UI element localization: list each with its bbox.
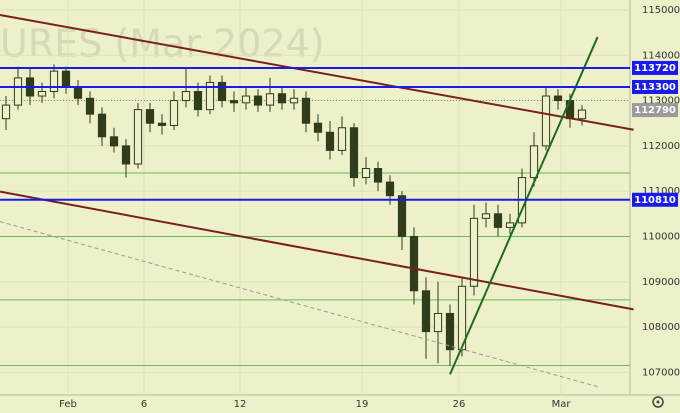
trendline xyxy=(0,190,634,311)
last-price-label: 112790 xyxy=(634,105,676,116)
candle-body xyxy=(121,145,131,165)
level-tag xyxy=(632,192,678,207)
candle-body xyxy=(481,213,491,219)
y-tick-label: 109000 xyxy=(642,277,680,288)
trendline xyxy=(449,36,599,375)
candle-body xyxy=(301,97,311,124)
y-tick-label: 108000 xyxy=(642,322,680,333)
trendline xyxy=(0,13,634,131)
y-tick-label: 113000 xyxy=(642,96,680,107)
candle-body xyxy=(181,91,191,102)
candle-body xyxy=(241,95,251,104)
candle-body xyxy=(541,95,551,147)
y-tick-label: 112000 xyxy=(642,141,680,152)
candle-body xyxy=(85,97,95,115)
candle-body xyxy=(421,290,431,333)
trendline xyxy=(0,221,601,388)
gear[interactable] xyxy=(652,396,664,408)
candle-body xyxy=(97,113,107,138)
candle-body xyxy=(133,109,143,165)
candle-body xyxy=(313,122,323,133)
candle-body xyxy=(505,222,515,228)
y-tick-label: 110000 xyxy=(642,231,680,242)
candle-body xyxy=(361,168,371,179)
candle-body xyxy=(337,127,347,151)
candle-body xyxy=(445,312,455,351)
x-tick-label: Mar xyxy=(552,399,572,410)
candle-body xyxy=(1,104,11,120)
candle-body xyxy=(109,136,119,147)
candle-body xyxy=(13,77,23,106)
level-tag xyxy=(632,60,678,75)
candle-body xyxy=(277,93,287,104)
candle-body xyxy=(49,70,59,93)
x-tick-label: 26 xyxy=(453,399,466,410)
candle-body xyxy=(157,122,167,126)
level-label: 110810 xyxy=(634,195,676,206)
x-tick-label: 19 xyxy=(356,399,369,410)
candle-body xyxy=(373,168,383,183)
candle-body xyxy=(397,195,407,237)
candle-body xyxy=(145,109,155,124)
candle-body xyxy=(193,91,203,111)
candle-body xyxy=(37,91,47,97)
candle-body xyxy=(253,95,263,106)
candle-body xyxy=(409,235,419,292)
candle-body xyxy=(169,100,179,126)
y-tick-label: 111000 xyxy=(642,186,680,197)
settings-icon[interactable] xyxy=(652,396,664,408)
y-tick-label: 115000 xyxy=(642,5,680,16)
candle-body xyxy=(469,217,479,287)
level-tag xyxy=(632,79,678,94)
candle-body xyxy=(493,213,503,228)
candle-body xyxy=(61,70,71,88)
candle-body xyxy=(553,95,563,102)
candle-body xyxy=(325,131,335,151)
candle-body xyxy=(529,145,539,179)
x-tick-label: 12 xyxy=(234,399,247,410)
candle-body xyxy=(577,109,587,120)
gear-center[interactable] xyxy=(656,400,660,404)
y-tick-label: 107000 xyxy=(642,367,680,378)
candle-body xyxy=(217,81,227,102)
candle-body xyxy=(433,312,443,333)
level-label: 113720 xyxy=(634,63,676,74)
candle-body xyxy=(385,181,395,197)
candle-body xyxy=(229,100,239,104)
y-tick-label: 114000 xyxy=(642,50,680,61)
candle-body xyxy=(289,97,299,104)
candle-body xyxy=(265,93,275,106)
x-tick-label: 6 xyxy=(141,399,147,410)
candle-body xyxy=(73,86,83,99)
candle-body xyxy=(565,100,575,120)
x-tick-label: Feb xyxy=(59,399,77,410)
level-label: 113300 xyxy=(634,82,676,93)
candle-body xyxy=(349,127,359,179)
last-price-tag xyxy=(632,103,678,118)
candle-body xyxy=(205,81,215,111)
